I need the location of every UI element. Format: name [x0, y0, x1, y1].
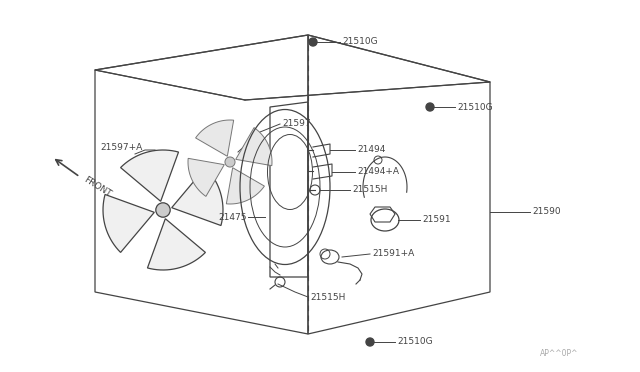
Text: 21510G: 21510G	[342, 38, 378, 46]
Circle shape	[225, 157, 235, 167]
Text: 21510G: 21510G	[397, 337, 433, 346]
Text: 21590: 21590	[532, 208, 561, 217]
Text: FRONT: FRONT	[82, 175, 113, 199]
Text: 21494+A: 21494+A	[357, 167, 399, 176]
Text: 21475: 21475	[218, 212, 246, 221]
Text: 21494: 21494	[357, 145, 385, 154]
Text: 21597: 21597	[282, 119, 310, 128]
Circle shape	[426, 103, 434, 111]
Circle shape	[366, 338, 374, 346]
Text: 21515H: 21515H	[310, 292, 346, 301]
Text: 21597+A: 21597+A	[100, 142, 142, 151]
Text: 21510G: 21510G	[457, 103, 493, 112]
Polygon shape	[103, 195, 154, 253]
Text: 21591: 21591	[422, 215, 451, 224]
Polygon shape	[236, 128, 272, 166]
Text: AP^^0P^: AP^^0P^	[540, 350, 579, 359]
Polygon shape	[188, 158, 224, 196]
Polygon shape	[147, 219, 205, 270]
Polygon shape	[227, 168, 264, 204]
Text: 21515H: 21515H	[352, 186, 387, 195]
Circle shape	[156, 203, 170, 217]
Text: 21591+A: 21591+A	[372, 250, 414, 259]
Polygon shape	[172, 167, 223, 225]
Polygon shape	[196, 120, 234, 156]
Polygon shape	[120, 150, 179, 201]
Circle shape	[309, 38, 317, 46]
